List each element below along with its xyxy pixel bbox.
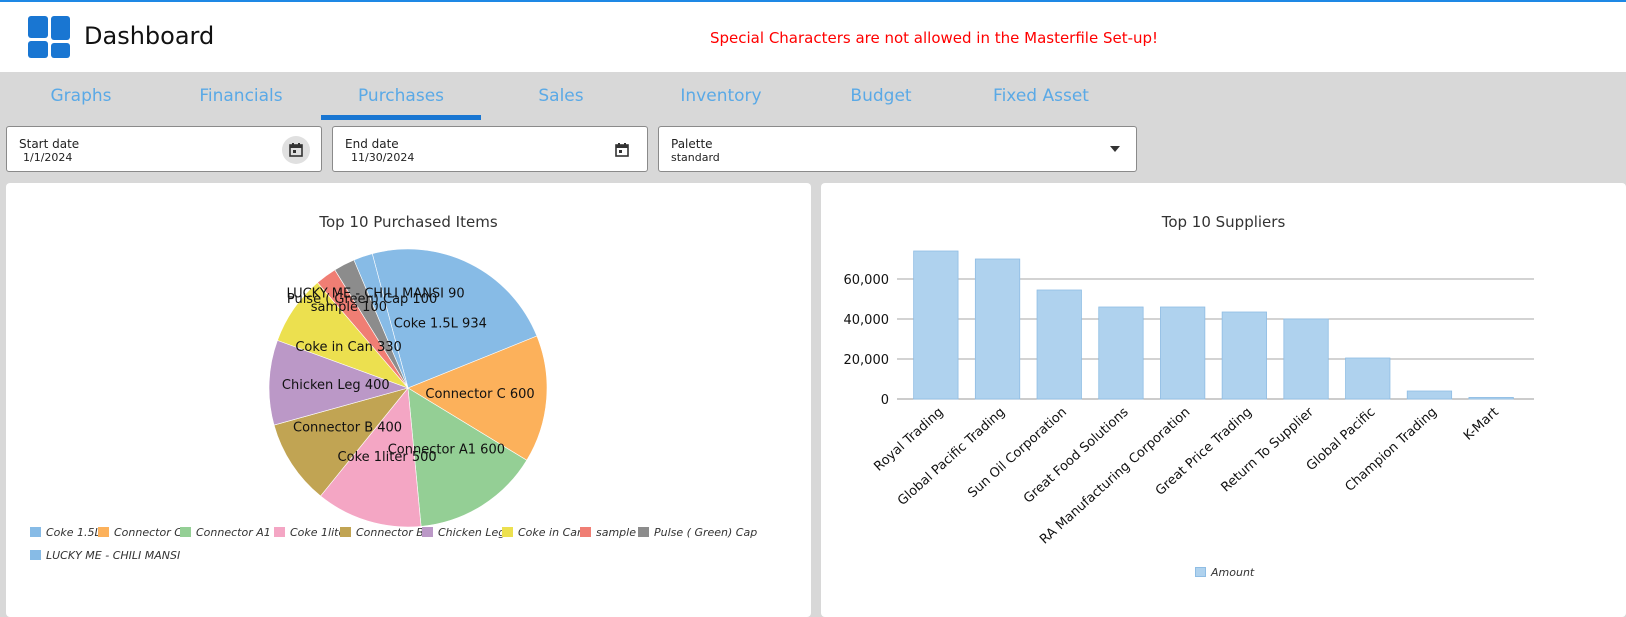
tab-budget[interactable]: Budget xyxy=(850,86,912,106)
legend-item[interactable]: LUCKY ME - CHILI MANSI xyxy=(30,549,180,562)
pie-slice[interactable] xyxy=(268,339,409,426)
legend-label: Coke 1.5L xyxy=(46,526,101,539)
bar[interactable] xyxy=(1036,289,1082,400)
legend-label: Connector B xyxy=(356,526,424,539)
pie-chart: Coke 1.5L 934 Connector C 600 Connector A1… xyxy=(268,248,548,528)
bar-chart-title: Top 10 Suppliers xyxy=(1161,213,1286,231)
pie-slice-label: sample 100 xyxy=(311,300,387,315)
legend-label: Chicken Leg xyxy=(438,526,506,539)
legend-swatch xyxy=(274,527,285,537)
legend-item[interactable]: Chicken Leg xyxy=(422,526,505,539)
pie-slice-label: Coke 1.5L 934 xyxy=(394,316,487,331)
y-tick-label: 40,000 xyxy=(844,313,890,328)
x-tick-label: Great Food Solutions xyxy=(1021,405,1132,507)
bar[interactable] xyxy=(1160,306,1206,400)
pie-slice[interactable] xyxy=(273,387,409,497)
legend-label: Amount xyxy=(1211,566,1255,579)
legend-label: Coke 1liter xyxy=(290,526,350,539)
start-date-value[interactable]: 1/1/2024 xyxy=(23,151,73,164)
legend-swatch xyxy=(30,527,41,537)
pie-chart-title: Top 10 Purchased Items xyxy=(319,213,498,231)
bar[interactable] xyxy=(974,258,1021,400)
y-tick-label: 60,000 xyxy=(844,273,890,288)
legend-swatch xyxy=(1195,567,1206,577)
pie-slice-label: LUCKY ME - CHILI MANSI 90 xyxy=(286,286,464,301)
palette-value[interactable]: standard xyxy=(671,151,720,164)
legend-swatch xyxy=(340,527,351,537)
pie-slice[interactable] xyxy=(320,387,422,528)
legend-item[interactable]: Connector A1 xyxy=(180,526,271,539)
bar[interactable] xyxy=(1345,357,1391,400)
tab-purchases[interactable]: Purchases xyxy=(357,86,445,106)
legend-label: Connector C xyxy=(114,526,182,539)
tab-financials[interactable]: Financials xyxy=(199,86,283,106)
warning-message: Special Characters are not allowed in th… xyxy=(710,29,1159,47)
top-accent-line xyxy=(0,0,1626,2)
chevron-down-icon[interactable] xyxy=(1110,146,1120,152)
tab-bar: Graphs Financials Purchases Sales Invent… xyxy=(0,72,1626,120)
pie-slice-label: Chicken Leg 400 xyxy=(282,378,390,393)
calendar-icon[interactable] xyxy=(282,136,310,164)
legend-label: Connector A1 xyxy=(196,526,271,539)
palette-select[interactable]: Palette standard xyxy=(658,126,1137,172)
legend-label: Coke in Can xyxy=(518,526,584,539)
legend-swatch xyxy=(580,527,591,537)
legend-item[interactable]: Coke in Can xyxy=(502,526,584,539)
legend-swatch xyxy=(98,527,109,537)
legend-swatch xyxy=(502,527,513,537)
pie-slice-label: Connector A1 600 xyxy=(388,442,505,457)
pie-slice[interactable] xyxy=(353,253,409,389)
legend-item[interactable]: sample xyxy=(580,526,636,539)
tab-graphs[interactable]: Graphs xyxy=(50,86,112,106)
tab-inventory[interactable]: Inventory xyxy=(680,86,762,106)
end-date-field[interactable]: End date 11/30/2024 xyxy=(332,126,648,172)
pie-slice-label: Coke 1liter 500 xyxy=(338,450,437,465)
app-header: Dashboard Special Characters are not all… xyxy=(0,2,1626,72)
end-date-value[interactable]: 11/30/2024 xyxy=(351,151,415,164)
legend-item[interactable]: Amount xyxy=(1195,566,1254,579)
pie-slice[interactable] xyxy=(407,335,548,461)
legend-item[interactable]: Pulse ( Green) Cap xyxy=(638,526,757,539)
legend-label: LUCKY ME - CHILI MANSI xyxy=(46,549,181,562)
pie-slice-label: Pulse ( Green) Cap 100 xyxy=(287,292,437,307)
pie-slice-label: Connector B 400 xyxy=(293,421,402,436)
calendar-icon[interactable] xyxy=(608,136,636,164)
x-tick-label: Global Pacific Trading xyxy=(895,405,1008,509)
y-tick-label: 0 xyxy=(881,393,889,408)
bar[interactable] xyxy=(1098,306,1144,400)
bar[interactable] xyxy=(913,250,959,400)
pie-slice-label: Connector C 600 xyxy=(425,387,534,402)
bar[interactable] xyxy=(1221,311,1267,400)
grid-logo-icon xyxy=(28,16,70,58)
start-date-field[interactable]: Start date 1/1/2024 xyxy=(6,126,322,172)
legend-swatch xyxy=(30,550,41,560)
start-date-label: Start date xyxy=(19,137,80,151)
legend-swatch xyxy=(180,527,191,537)
legend-item[interactable]: Coke 1.5L xyxy=(30,526,101,539)
x-tick-label: K-Mart xyxy=(1461,405,1502,444)
bar[interactable] xyxy=(1468,396,1514,400)
end-date-label: End date xyxy=(345,137,399,151)
bar[interactable] xyxy=(1283,318,1329,400)
y-tick-label: 20,000 xyxy=(844,353,890,368)
suppliers-panel: Top 10 Suppliers 0 20,000 40,000 60,000 Roya… xyxy=(821,183,1626,617)
legend-swatch xyxy=(422,527,433,537)
pie-slice-label: Coke in Can 330 xyxy=(295,340,401,355)
pie-slice[interactable] xyxy=(371,248,538,389)
pie-slice[interactable] xyxy=(407,387,528,527)
legend-item[interactable]: Connector B xyxy=(340,526,424,539)
purchased-items-panel: Top 10 Purchased Items Coke 1.5L 934 Conn… xyxy=(6,183,811,617)
legend-item[interactable]: Coke 1liter xyxy=(274,526,350,539)
active-tab-indicator xyxy=(321,115,481,120)
page-title: Dashboard xyxy=(84,22,215,50)
tab-sales[interactable]: Sales xyxy=(538,86,584,106)
legend-label: Pulse ( Green) Cap xyxy=(654,526,758,539)
tab-fixed-asset[interactable]: Fixed Asset xyxy=(993,86,1089,106)
legend-item[interactable]: Connector C xyxy=(98,526,182,539)
palette-label: Palette xyxy=(671,137,713,151)
bar[interactable] xyxy=(1406,390,1453,400)
legend-swatch xyxy=(638,527,649,537)
legend-label: sample xyxy=(596,526,636,539)
